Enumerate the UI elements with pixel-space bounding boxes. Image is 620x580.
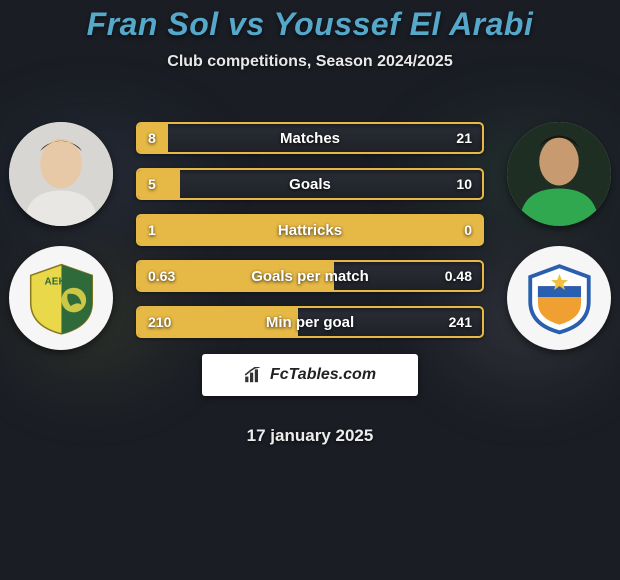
stat-value-right: 10 [456, 176, 472, 192]
stat-label: Min per goal [266, 314, 354, 331]
vs-label: vs [228, 6, 265, 42]
stat-value-left: 8 [148, 130, 156, 146]
player1-name: Fran Sol [87, 6, 219, 42]
stat-value-left: 5 [148, 176, 156, 192]
stat-value-left: 210 [148, 314, 171, 330]
player1-club-crest: AEK [9, 246, 113, 350]
stat-value-left: 1 [148, 222, 156, 238]
player2-club-crest [507, 246, 611, 350]
player2-name: Youssef El Arabi [273, 6, 533, 42]
chart-icon [244, 367, 264, 383]
subtitle: Club competitions, Season 2024/2025 [0, 53, 620, 71]
stat-row: 210 Min per goal 241 [136, 306, 484, 338]
left-player-column: AEK [6, 122, 116, 350]
stat-value-right: 241 [449, 314, 472, 330]
player2-avatar [507, 122, 611, 226]
brand-badge[interactable]: FcTables.com [202, 354, 418, 396]
stat-label: Goals [289, 176, 331, 193]
comparison-date: 17 january 2025 [0, 426, 620, 446]
stat-label: Matches [280, 130, 340, 147]
stat-row: 5 Goals 10 [136, 168, 484, 200]
comparison-title: Fran Sol vs Youssef El Arabi [0, 6, 620, 43]
stat-value-right: 21 [456, 130, 472, 146]
stat-label: Goals per match [251, 268, 369, 285]
right-player-column [504, 122, 614, 350]
brand-text: FcTables.com [270, 366, 376, 384]
stat-value-right: 0.48 [445, 268, 472, 284]
stat-bars: 8 Matches 21 5 Goals 10 1 Hattricks 0 0.63 Goals p… [136, 122, 484, 338]
stat-row: 0.63 Goals per match 0.48 [136, 260, 484, 292]
stat-row: 1 Hattricks 0 [136, 214, 484, 246]
stat-row: 8 Matches 21 [136, 122, 484, 154]
stat-fill-left [138, 170, 180, 198]
stat-value-left: 0.63 [148, 268, 175, 284]
stat-value-right: 0 [464, 222, 472, 238]
stat-label: Hattricks [278, 222, 342, 239]
player1-avatar [9, 122, 113, 226]
svg-text:AEK: AEK [44, 276, 66, 287]
